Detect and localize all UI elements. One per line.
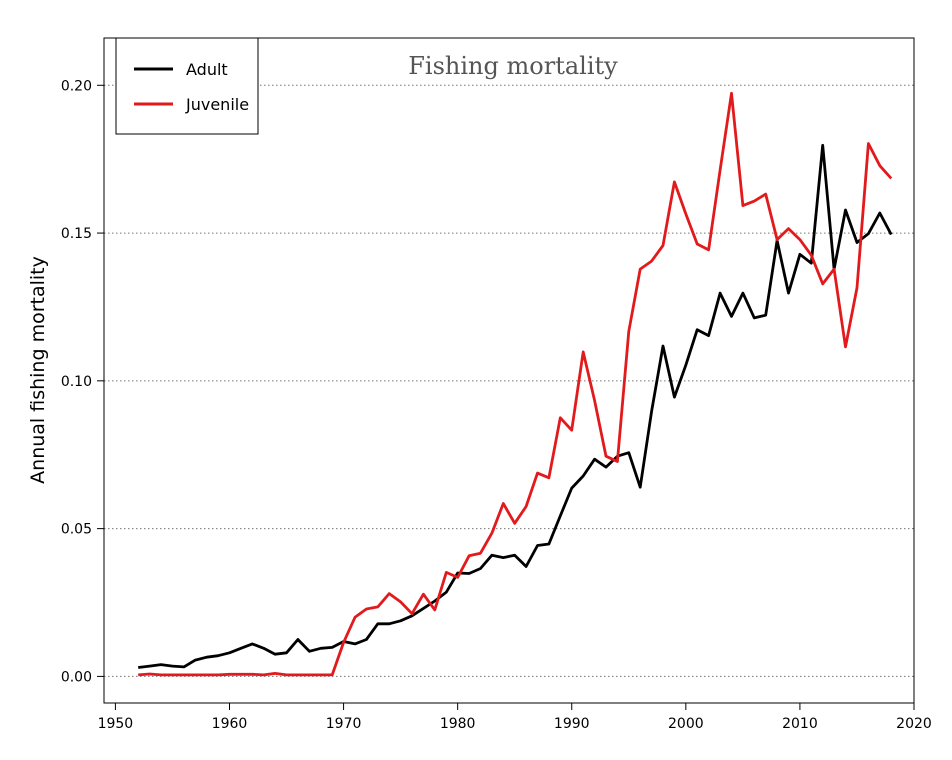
x-tick-label-7: 2020 [896,716,932,732]
x-tick-label-1: 1960 [212,716,248,732]
legend: Adult Juvenile [115,37,259,135]
x-tick-label-2: 1970 [326,716,362,732]
y-tick-label-4: 0.20 [61,78,92,94]
x-tick-label-3: 1980 [440,716,476,732]
x-tick-label-6: 2010 [782,716,818,732]
series-lines [138,91,893,677]
y-tick-label-2: 0.10 [61,374,92,390]
y-axis-title: Annual fishing mortality [27,256,49,484]
x-tick-label-5: 2000 [668,716,704,732]
y-tick-label-3: 0.15 [61,226,92,242]
x-tick-label-0: 1950 [98,716,134,732]
x-tick-label-4: 1990 [554,716,590,732]
y-tick-label-0: 0.00 [61,669,92,685]
plot-frame [103,37,915,704]
legend-box [115,37,259,135]
chart-title: Fishing mortality [408,52,618,80]
legend-label-juvenile: Juvenile [185,95,249,114]
series-line-adult [138,143,893,669]
series-line-juvenile [138,91,893,677]
gridlines [104,84,914,677]
y-tick-label-1: 0.05 [61,522,92,538]
axes: 0.00 0.05 0.10 0.15 0.20 1950 1960 1970 1980 1990… [61,78,932,732]
legend-label-adult: Adult [186,60,228,79]
